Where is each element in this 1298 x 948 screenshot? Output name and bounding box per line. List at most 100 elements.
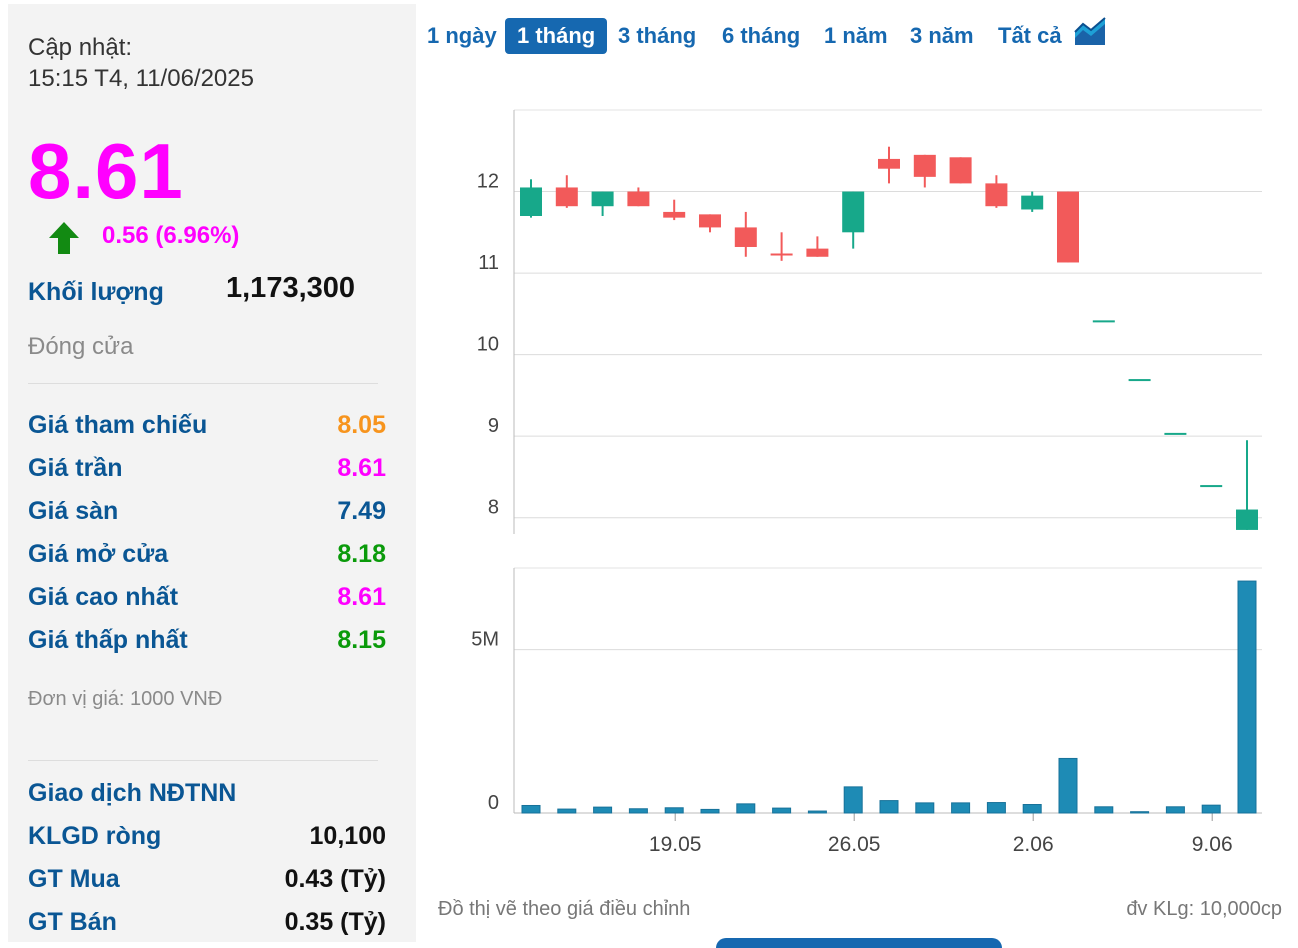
price-tick-label: 10 [477,334,499,356]
volume-bar [628,808,648,814]
tab-3-months[interactable]: 3 tháng [618,23,697,48]
stock-summary-panel [8,4,416,942]
foreign-label: GT Mua [28,865,120,893]
volume-bar [1094,806,1114,814]
price-label: Giá cao nhất [28,583,179,611]
volume-bar [557,808,577,814]
divider [28,383,378,384]
volume-bar [879,800,899,814]
volume-bar [915,802,935,814]
candle-body [1021,195,1044,210]
price-tick-label: 9 [488,415,499,437]
candle-body [699,214,721,228]
candle-body [555,187,578,207]
bottom-tab-edge[interactable] [716,938,1002,948]
candle-body [985,183,1008,207]
foreign-value: 0.35 (Tỷ) [284,908,386,936]
tab-all[interactable]: Tất cả [998,23,1062,48]
candle-body [1092,320,1115,323]
price-label: Giá sàn [28,497,119,525]
tab-1-month[interactable]: 1 tháng [505,18,608,54]
session-status: Đóng cửa [28,333,134,360]
volume-bar [700,808,720,814]
x-tick-label: 9.06 [1192,833,1233,856]
foreign-label: GT Bán [28,908,117,936]
price-tick-label: 12 [477,171,499,193]
volume-bar [1022,804,1042,814]
volume-unit-note: đv KLg: 10,000cp [1126,898,1282,920]
unit-note: Đơn vị giá: 1000 VNĐ [28,688,223,710]
current-price: 8.61 [28,127,184,215]
adjusted-price-note: Đồ thị vẽ theo giá điều chỉnh [438,898,691,920]
price-value: 8.18 [337,540,386,568]
tab-1-day[interactable]: 1 ngày [427,23,497,48]
candle-body [591,191,614,207]
foreign-value: 0.43 (Tỷ) [284,865,386,893]
candle-body [627,191,650,207]
candle-body [1200,485,1223,488]
price-value: 8.05 [337,411,386,439]
volume-bar [807,810,827,814]
candle-body [1236,509,1258,530]
up-arrow-icon [49,222,79,254]
volume-bar [521,804,541,814]
chart-axes: 8 9 10 11 12 0 5M 19.05 26.05 2.06 9.06 [471,110,1262,856]
candle-body [1128,379,1151,382]
volume-bar [951,802,971,814]
candle-body [806,248,829,257]
volume-bar [593,806,613,814]
updated-time: 15:15 T4, 11/06/2025 [28,65,254,92]
price-tick-label: 8 [488,497,499,519]
volume-bar [1058,757,1078,814]
price-value: 8.15 [337,626,386,654]
volume-tick-label: 5M [471,629,499,651]
candlestick-series [520,146,1258,530]
volume-series [521,580,1257,814]
x-tick-label: 26.05 [828,833,881,856]
foreign-label: KLGD ròng [28,822,162,850]
tab-3-years[interactable]: 3 năm [910,23,974,48]
candle-body [770,253,793,256]
volume-tick-label: 0 [488,792,499,814]
volume-bar [664,807,684,814]
price-label: Giá mở cửa [28,540,169,568]
volume-value: 1,173,300 [226,272,356,304]
x-tick-label: 19.05 [649,833,702,856]
price-tick-label: 11 [478,252,499,274]
volume-bar [1165,806,1185,814]
price-change: 0.56 (6.96%) [102,222,240,249]
candle-body [842,191,865,233]
price-label: Giá trần [28,454,123,482]
area-chart-icon[interactable] [1074,16,1106,46]
price-value: 8.61 [337,454,386,482]
candle-body [1057,191,1079,263]
candle-body [1164,432,1187,435]
volume-bar [1201,804,1221,814]
volume-bar [772,807,792,814]
candle-body [663,211,686,218]
price-value: 7.49 [337,497,386,525]
foreign-trading-title: Giao dịch NĐTNN [28,779,237,807]
tab-1-year[interactable]: 1 năm [824,23,888,48]
volume-label: Khối lượng [28,278,164,306]
candle-body [913,154,936,177]
tab-6-months[interactable]: 6 tháng [722,23,801,48]
x-tick-label: 2.06 [1013,833,1054,856]
divider [28,760,378,761]
foreign-value: 10,100 [309,822,386,850]
price-label: Giá tham chiếu [28,411,208,439]
chart-grid [514,109,1262,651]
volume-bar [1130,811,1150,814]
price-label: Giá thấp nhất [28,626,188,654]
candle-body [949,157,972,184]
volume-bar [986,802,1006,814]
candle-body [520,187,542,216]
volume-bar [736,803,756,814]
candle-body [734,227,757,247]
candle-body [878,158,900,169]
volume-bar [1237,580,1257,814]
price-value: 8.61 [337,583,386,611]
updated-label: Cập nhật: [28,34,133,61]
volume-bar [843,786,863,814]
